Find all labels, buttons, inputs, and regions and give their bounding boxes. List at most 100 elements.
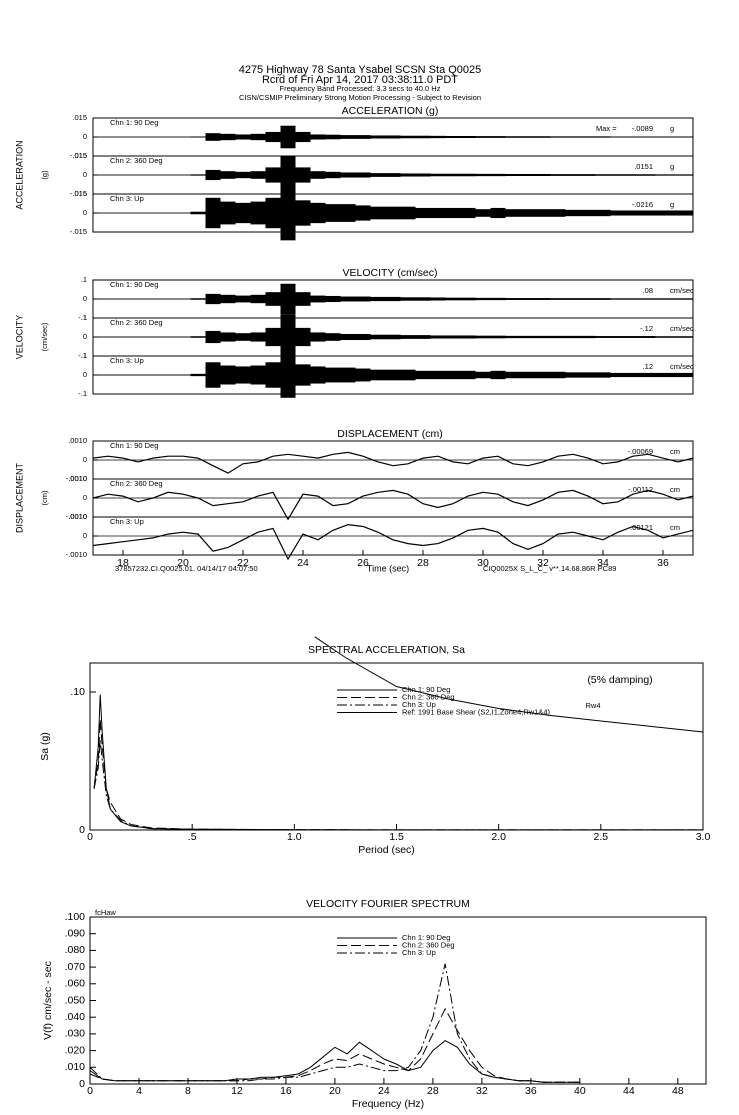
- series-line: [93, 719, 703, 831]
- plot-frame: [89, 916, 707, 1085]
- x-tick-label: 36: [525, 1085, 537, 1097]
- y-tick-label: .10: [70, 686, 85, 698]
- channel-label: Chn 3: Up: [110, 194, 144, 203]
- x-tick-label: 22: [237, 557, 249, 569]
- peak-label: -.00112: [628, 485, 653, 494]
- x-tick-label: 1.0: [287, 831, 302, 843]
- peak-prefix: Max =: [596, 124, 617, 133]
- peak-label: .12: [643, 362, 653, 371]
- legend-label: Ref: 1991 Base Shear (S2,I1,Zone4,Rw1&4): [402, 707, 551, 716]
- x-tick-label: 4: [136, 1085, 142, 1097]
- panel-yunit: (cm/sec): [40, 322, 49, 351]
- channel-label: Chn 2: 360 Deg: [110, 318, 163, 327]
- peak-unit: cm/sec: [670, 324, 694, 333]
- x-tick-label: 36: [657, 557, 669, 569]
- x-tick-label: 2.0: [491, 831, 506, 843]
- x-tick-label: 40: [574, 1085, 586, 1097]
- y-tick-label: -.0010: [66, 474, 87, 483]
- y-tick-label: 0: [83, 170, 87, 179]
- header-line: Rcrd of Fri Apr 14, 2017 03:38:11.0 PDT: [262, 74, 458, 86]
- peak-unit: g: [670, 124, 674, 133]
- y-tick-label: -.1: [78, 313, 87, 322]
- channel-label: Chn 1: 90 Deg: [110, 441, 158, 450]
- y-tick-label: 0: [79, 1078, 85, 1090]
- series-line: [93, 694, 703, 831]
- y-tick-label: -.0010: [66, 550, 87, 559]
- series-line: [89, 1007, 580, 1083]
- y-tick-label: .0010: [68, 474, 87, 483]
- peak-unit: cm: [670, 523, 680, 532]
- x-tick-label: 26: [357, 557, 369, 569]
- panel-yunit: (cm): [40, 490, 49, 505]
- peak-unit: cm: [670, 485, 680, 494]
- y-axis-label: V(f) cm/sec - sec: [42, 961, 54, 1040]
- y-tick-label: 0: [83, 493, 87, 502]
- chart-title: VELOCITY FOURIER SPECTRUM: [306, 898, 470, 910]
- chart-title: SPECTRAL ACCELERATION, Sa: [308, 644, 465, 656]
- trace-line: [93, 489, 693, 521]
- x-tick-label: 16: [280, 1085, 292, 1097]
- panel-title: VELOCITY (cm/sec): [343, 267, 438, 279]
- x-tick-label: 32: [476, 1085, 488, 1097]
- peak-unit: g: [670, 162, 674, 171]
- trace-clip: [93, 125, 693, 561]
- peak-unit: cm: [670, 447, 680, 456]
- peak-unit: cm/sec: [670, 286, 694, 295]
- x-tick-label: 28: [427, 1085, 439, 1097]
- series-line: [93, 740, 703, 831]
- x-tick-label: 18: [117, 557, 129, 569]
- trace-line: [93, 451, 693, 474]
- y-tick-label: .090: [65, 927, 86, 939]
- y-tick-label: .015: [72, 113, 87, 122]
- footer-right: CIQ0025X S_L_C_ v**.14.68.86R PC89: [483, 564, 616, 573]
- y-tick-label: .015: [72, 151, 87, 160]
- plot-frame: [89, 662, 704, 831]
- y-tick-label: .060: [65, 978, 86, 990]
- peak-label: -.0089: [632, 124, 653, 133]
- panel-yunit: (g): [40, 170, 49, 180]
- y-axis-label: Sa (g): [39, 732, 51, 761]
- y-tick-label: 0: [83, 132, 87, 141]
- x-axis-label: Time (sec): [367, 563, 409, 573]
- channel-label: Chn 1: 90 Deg: [110, 118, 158, 127]
- x-tick-label: 24: [378, 1085, 390, 1097]
- x-tick-label: 2.5: [594, 831, 609, 843]
- peak-unit: cm/sec: [670, 362, 694, 371]
- x-tick-label: 20: [329, 1085, 341, 1097]
- y-tick-label: .070: [65, 961, 86, 973]
- y-tick-label: .080: [65, 944, 86, 956]
- peak-label: .08: [643, 286, 653, 295]
- panel-title: ACCELERATION (g): [342, 105, 439, 117]
- header-line: Frequency Band Processed: 3.3 secs to 40…: [280, 84, 441, 93]
- x-tick-label: 1.5: [389, 831, 404, 843]
- peak-unit: g: [670, 200, 674, 209]
- peak-label: .0151: [634, 162, 653, 171]
- y-tick-label: .040: [65, 1011, 86, 1023]
- x-tick-label: 34: [597, 557, 609, 569]
- x-tick-label: 30: [477, 557, 489, 569]
- legend-label: Chn 1: 90 Deg: [402, 933, 450, 942]
- y-tick-label: 0: [83, 531, 87, 540]
- y-tick-label: 0: [83, 455, 87, 464]
- x-tick-label: 8: [185, 1085, 191, 1097]
- y-tick-label: -.015: [70, 227, 87, 236]
- legend-label: Chn 3: Up: [402, 700, 436, 709]
- annotation: fcHaw: [95, 908, 116, 917]
- y-tick-label: .100: [65, 911, 86, 923]
- legend-label: Chn 2: 360 Deg: [402, 692, 455, 701]
- y-tick-label: .0010: [68, 436, 87, 445]
- y-tick-label: .015: [72, 189, 87, 198]
- y-tick-label: -.015: [70, 151, 87, 160]
- y-tick-label: .030: [65, 1028, 86, 1040]
- panel-ylabel: VELOCITY: [14, 315, 24, 360]
- series-line: [89, 1039, 580, 1083]
- y-tick-label: 0: [83, 332, 87, 341]
- legend-label: Chn 1: 90 Deg: [402, 685, 450, 694]
- legend-label: Chn 2: 360 Deg: [402, 940, 455, 949]
- peak-label: -.00069: [628, 447, 653, 456]
- y-tick-label: .020: [65, 1044, 86, 1056]
- panel-title: DISPLACEMENT (cm): [337, 428, 442, 440]
- x-tick-label: 0: [87, 1085, 93, 1097]
- y-tick-label: -.1: [78, 351, 87, 360]
- x-axis-label: Frequency (Hz): [352, 1098, 424, 1110]
